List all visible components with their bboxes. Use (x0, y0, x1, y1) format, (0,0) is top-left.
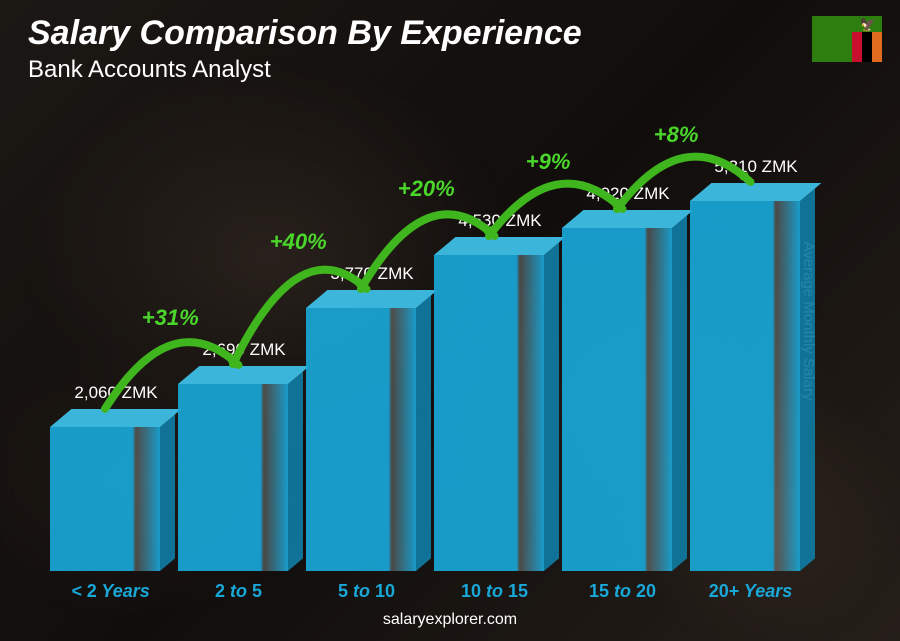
bar-side (672, 216, 687, 571)
bar-top (434, 237, 565, 255)
bar-value-label: 4,530 ZMK (423, 211, 577, 231)
bar-value-label: 5,310 ZMK (679, 157, 833, 177)
bar-front (562, 228, 672, 571)
bar (178, 384, 288, 571)
flag-zambia: 🦅 (812, 16, 882, 62)
bar-slot: 3,770 ZMK5 to 10 (306, 141, 416, 571)
bar-side (416, 296, 431, 571)
delta-label: +20% (398, 176, 455, 202)
bar-top (690, 183, 821, 201)
page-title: Salary Comparison By Experience (28, 14, 582, 53)
bar-top (306, 290, 437, 308)
eagle-icon: 🦅 (860, 18, 876, 31)
bar-slot: 2,690 ZMK2 to 5 (178, 141, 288, 571)
delta-label: +8% (654, 122, 699, 148)
bar-top (562, 210, 693, 228)
bar-top (178, 366, 309, 384)
bar-value-label: 4,920 ZMK (551, 184, 705, 204)
bar-category-label: 20+ Years (674, 581, 828, 602)
footer-source: salaryexplorer.com (0, 611, 900, 629)
bar-side (544, 243, 559, 571)
bar-side (160, 415, 175, 571)
bar-side (288, 371, 303, 571)
bar (434, 255, 544, 571)
bar-slot: 5,310 ZMK20+ Years (690, 141, 800, 571)
delta-label: +31% (142, 305, 199, 331)
bar (50, 427, 160, 571)
delta-label: +40% (270, 229, 327, 255)
bar (562, 228, 672, 571)
bar-value-label: 2,060 ZMK (39, 383, 193, 403)
delta-label: +9% (526, 149, 571, 175)
bar-front (50, 427, 160, 571)
bar-slot: 2,060 ZMK< 2 Years (50, 141, 160, 571)
bar-top (50, 409, 181, 427)
flag-stripe-red (852, 32, 862, 62)
bar-side (800, 188, 815, 571)
flag-stripe-orange (872, 32, 882, 62)
bar (690, 201, 800, 571)
bar-front (178, 384, 288, 571)
bar-front (690, 201, 800, 571)
flag-stripe-black (862, 32, 872, 62)
bar-value-label: 2,690 ZMK (167, 340, 321, 360)
bar-front (434, 255, 544, 571)
bar (306, 308, 416, 571)
bar-front (306, 308, 416, 571)
bar-value-label: 3,770 ZMK (295, 264, 449, 284)
bar-slot: 4,530 ZMK10 to 15 (434, 141, 544, 571)
bar-slot: 4,920 ZMK15 to 20 (562, 141, 672, 571)
page-subtitle: Bank Accounts Analyst (28, 56, 271, 84)
salary-bar-chart: 2,060 ZMK< 2 Years2,690 ZMK2 to 5+31% 3,7… (50, 140, 830, 571)
